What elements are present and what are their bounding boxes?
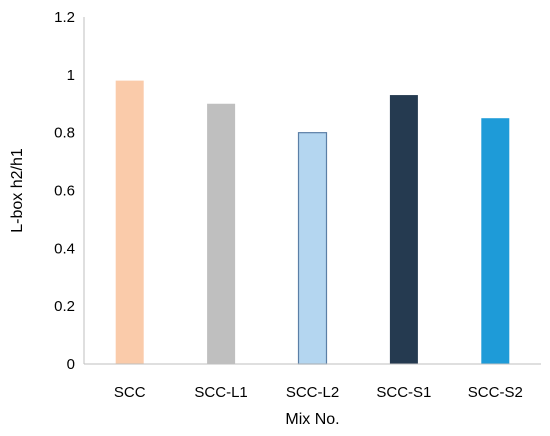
x-tick-label: SCC-L2 [286, 384, 339, 401]
x-axis-title: Mix No. [285, 411, 339, 428]
x-tick-label: SCC-S1 [376, 384, 431, 401]
y-tick-label: 0.4 [54, 240, 75, 257]
y-tick-label: 0.6 [54, 183, 75, 200]
y-tick-label: 0 [67, 356, 75, 373]
y-tick-label: 0.2 [54, 298, 75, 315]
y-axis-title: L-box h2/h1 [9, 148, 26, 233]
bar-scc-s2 [481, 118, 510, 364]
y-tick-label: 1.2 [54, 9, 75, 26]
x-tick-label: SCC [114, 384, 146, 401]
y-tick-labels: 0 0.2 0.4 0.6 0.8 1 1.2 [54, 9, 75, 373]
bar-scc-s1 [389, 95, 418, 364]
y-tick-label: 1 [67, 67, 75, 84]
bar-scc-l2 [297, 132, 328, 365]
plot-area [115, 80, 510, 365]
bar-scc [115, 80, 144, 364]
bar-scc-l1 [207, 103, 236, 364]
y-tick-label: 0.8 [54, 125, 75, 142]
x-tick-labels: SCC SCC-L1 SCC-L2 SCC-S1 SCC-S2 [114, 384, 523, 401]
x-tick-label: SCC-S2 [468, 384, 523, 401]
x-tick-label: SCC-L1 [194, 384, 247, 401]
